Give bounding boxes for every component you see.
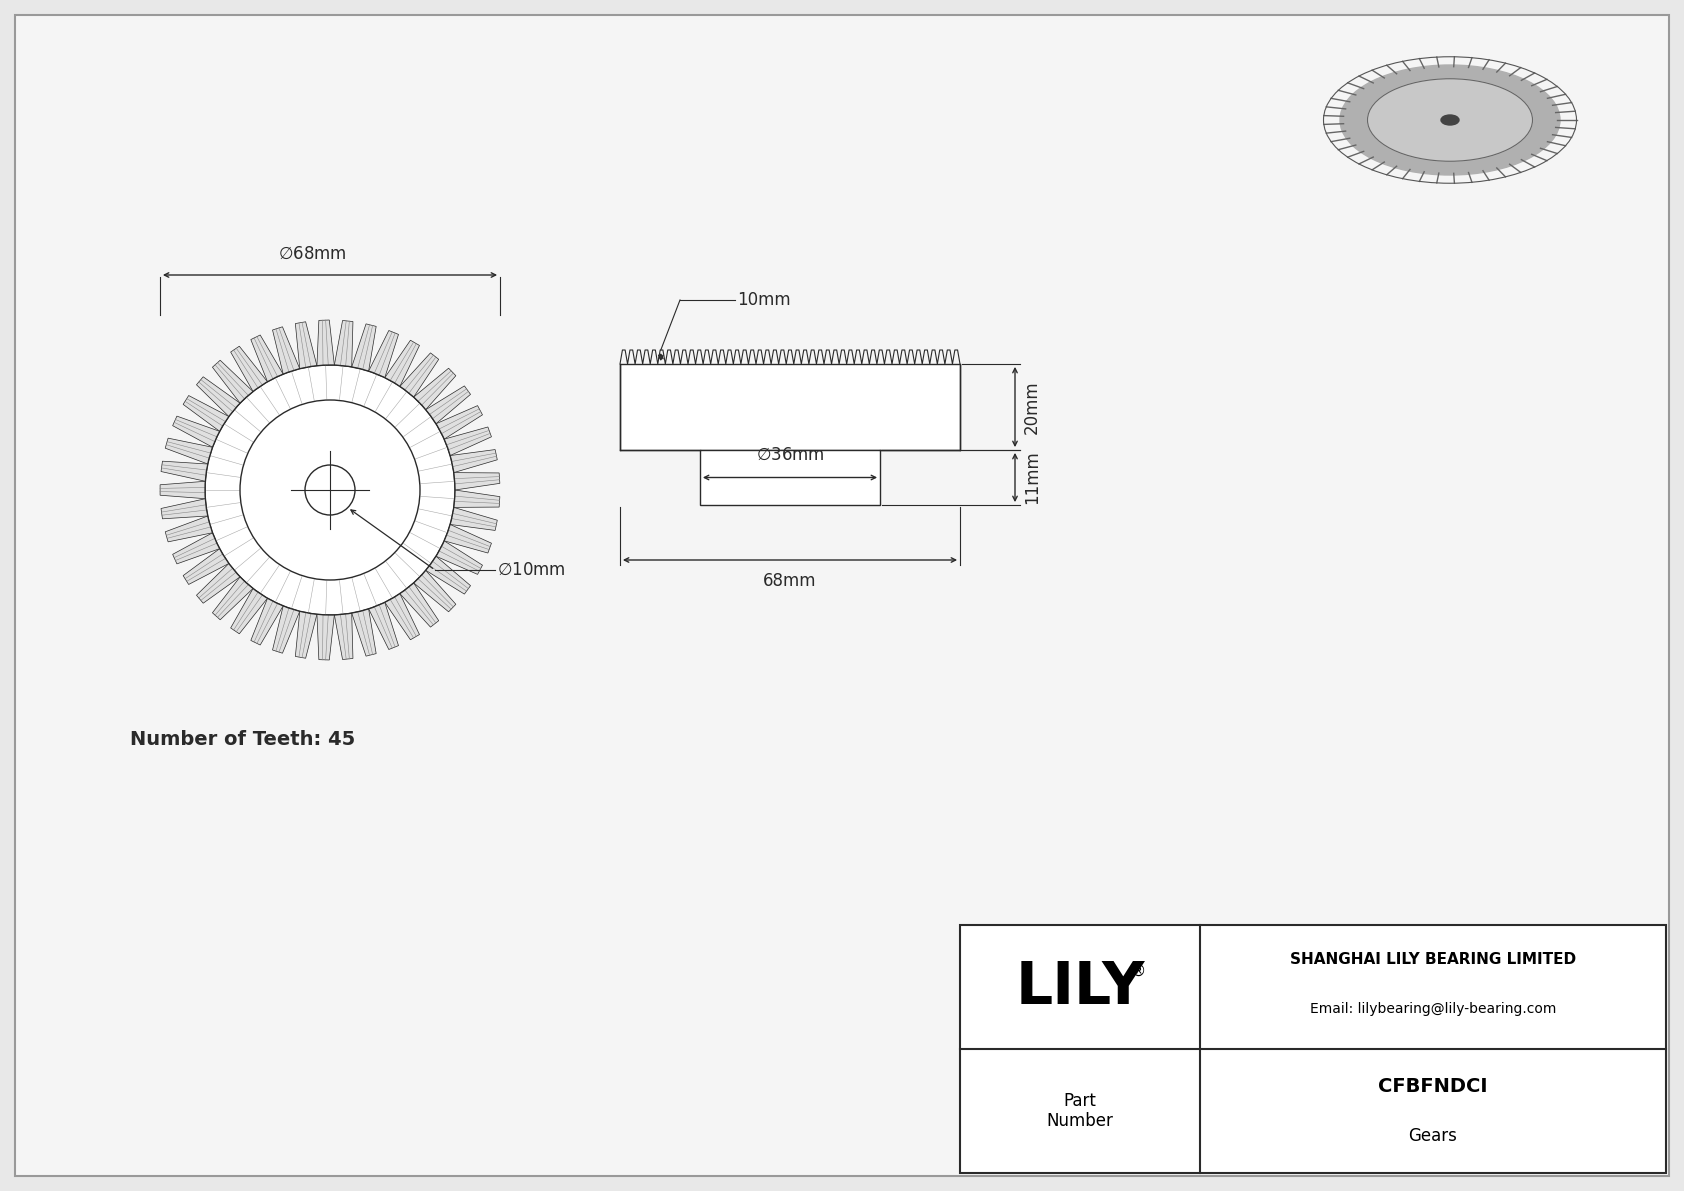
Text: Gears: Gears (1408, 1127, 1457, 1145)
Text: Part
Number: Part Number (1046, 1092, 1113, 1130)
Text: 10mm: 10mm (738, 291, 790, 308)
Circle shape (205, 366, 455, 615)
Polygon shape (197, 563, 241, 603)
Polygon shape (436, 541, 483, 574)
Polygon shape (173, 532, 219, 563)
Polygon shape (212, 576, 253, 619)
Text: $\varnothing$68mm: $\varnothing$68mm (278, 245, 347, 263)
Ellipse shape (1340, 66, 1559, 175)
Polygon shape (160, 481, 205, 499)
Polygon shape (165, 438, 212, 464)
Polygon shape (445, 524, 492, 553)
Polygon shape (162, 461, 207, 481)
Polygon shape (453, 473, 500, 490)
Polygon shape (251, 598, 283, 646)
Text: $\varnothing$36mm: $\varnothing$36mm (756, 445, 825, 463)
Polygon shape (165, 516, 212, 542)
Polygon shape (231, 347, 268, 392)
Polygon shape (251, 335, 283, 382)
Text: LILY: LILY (1015, 959, 1145, 1016)
Text: 11mm: 11mm (1022, 450, 1041, 504)
Polygon shape (384, 593, 419, 640)
Polygon shape (352, 324, 376, 372)
Polygon shape (273, 606, 300, 653)
Polygon shape (335, 320, 354, 367)
Text: CFBFNDCI: CFBFNDCI (1378, 1077, 1487, 1096)
Text: 20mm: 20mm (1022, 380, 1041, 434)
Polygon shape (399, 582, 440, 628)
Circle shape (305, 464, 355, 515)
Polygon shape (399, 353, 440, 397)
Polygon shape (184, 395, 229, 431)
Polygon shape (295, 611, 317, 659)
Polygon shape (184, 549, 229, 585)
Polygon shape (445, 428, 492, 456)
Polygon shape (436, 406, 483, 439)
Polygon shape (369, 330, 399, 378)
Polygon shape (450, 507, 497, 530)
Text: 68mm: 68mm (763, 572, 817, 590)
Polygon shape (173, 416, 219, 448)
Polygon shape (231, 588, 268, 634)
Polygon shape (426, 556, 470, 594)
Polygon shape (273, 326, 300, 374)
Bar (701, 450, 881, 505)
Polygon shape (384, 341, 419, 386)
Polygon shape (369, 603, 399, 649)
Polygon shape (352, 609, 376, 656)
Polygon shape (295, 322, 317, 369)
Polygon shape (450, 449, 497, 473)
Polygon shape (335, 613, 354, 660)
Polygon shape (414, 368, 456, 410)
Polygon shape (162, 499, 207, 519)
Polygon shape (317, 615, 335, 660)
Bar (620, 364, 960, 450)
Bar (960, 925, 1665, 1173)
Text: ®: ® (1130, 964, 1145, 979)
Polygon shape (414, 570, 456, 612)
Ellipse shape (1367, 79, 1532, 161)
Circle shape (241, 400, 419, 580)
Text: Email: lilybearing@lily-bearing.com: Email: lilybearing@lily-bearing.com (1310, 1003, 1556, 1016)
Polygon shape (212, 360, 253, 404)
Polygon shape (426, 386, 470, 424)
Ellipse shape (1442, 116, 1458, 125)
Polygon shape (317, 320, 335, 366)
Text: Number of Teeth: 45: Number of Teeth: 45 (130, 730, 355, 749)
Text: $\varnothing$10mm: $\varnothing$10mm (497, 561, 566, 579)
Polygon shape (453, 490, 500, 507)
Text: SHANGHAI LILY BEARING LIMITED: SHANGHAI LILY BEARING LIMITED (1290, 953, 1576, 967)
Polygon shape (197, 376, 241, 417)
